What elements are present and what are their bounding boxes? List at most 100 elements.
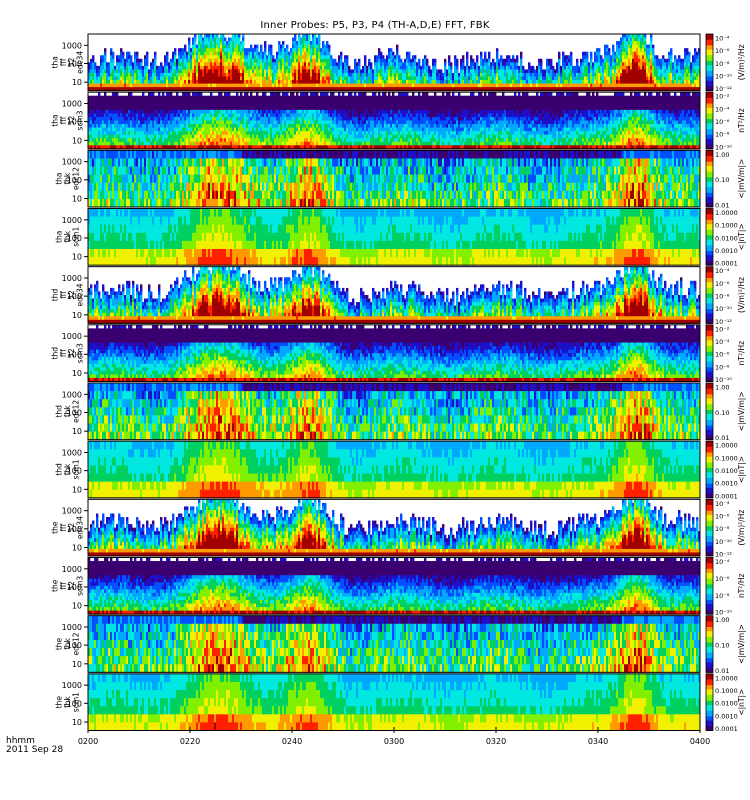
heatmap-cell <box>110 48 112 52</box>
heatmap-cell <box>392 52 394 56</box>
heatmap-cell <box>146 62 148 66</box>
heatmap-cell <box>678 55 680 59</box>
heatmap-cell <box>238 38 240 42</box>
heatmap-cell <box>426 59 428 63</box>
heatmap-cell <box>130 55 132 59</box>
heatmap-cell <box>440 69 442 73</box>
heatmap-cell <box>242 41 244 45</box>
heatmap-cell <box>570 59 572 63</box>
heatmap-cell <box>644 41 646 45</box>
heatmap-cell <box>240 92 242 96</box>
heatmap-cell <box>426 62 428 66</box>
heatmap-cell <box>466 52 468 56</box>
heatmap-cell <box>522 66 524 70</box>
heatmap-cell <box>462 59 464 63</box>
heatmap-cell <box>368 59 370 63</box>
heatmap-cell <box>688 55 690 59</box>
heatmap-cell <box>158 92 160 96</box>
heatmap-cell <box>450 66 452 70</box>
heatmap-cell <box>456 59 458 63</box>
heatmap-cell <box>444 62 446 66</box>
heatmap-cell <box>408 52 410 56</box>
heatmap-cell <box>652 45 654 49</box>
heatmap-cell <box>444 66 446 70</box>
heatmap-cell <box>282 45 284 49</box>
heatmap-cell <box>314 34 316 38</box>
heatmap-cell <box>450 62 452 66</box>
heatmap-cell <box>600 55 602 59</box>
heatmap-cell <box>608 48 610 52</box>
heatmap-cell <box>570 52 572 56</box>
heatmap-cell <box>364 55 366 59</box>
heatmap-cell <box>340 59 342 63</box>
heatmap-cell <box>650 41 652 45</box>
heatmap-cell <box>364 59 366 63</box>
heatmap-cell <box>278 92 280 96</box>
heatmap-cell <box>456 69 458 73</box>
heatmap-cell <box>516 59 518 63</box>
heatmap-cell <box>238 34 240 38</box>
heatmap-cell <box>104 55 106 59</box>
heatmap-cell <box>586 55 588 59</box>
heatmap-cell <box>188 41 190 45</box>
heatmap-cell <box>576 59 578 63</box>
heatmap-cell <box>476 59 478 63</box>
heatmap-cell <box>216 34 218 38</box>
heatmap-cell <box>688 59 690 63</box>
heatmap-cell <box>650 38 652 42</box>
heatmap-cell <box>380 52 382 56</box>
heatmap-cell <box>466 59 468 63</box>
heatmap-cell <box>418 59 420 63</box>
heatmap-cell <box>330 55 332 59</box>
heatmap-cell <box>246 92 248 96</box>
heatmap-cell <box>570 62 572 66</box>
colorbar-label: (V/m)²/Hz <box>737 44 746 80</box>
heatmap-cell <box>104 59 106 63</box>
heatmap-cell <box>166 52 168 56</box>
heatmap-cell <box>688 52 690 56</box>
heatmap-cell <box>286 48 288 52</box>
heatmap-cell <box>484 55 486 59</box>
heatmap-cell <box>488 52 490 56</box>
heatmap-cell <box>334 59 336 63</box>
heatmap-cell <box>612 48 614 52</box>
heatmap-cell <box>662 55 664 59</box>
colorbar-tick-label: 10⁻¹⁰ <box>715 73 732 81</box>
heatmap-cell <box>358 59 360 63</box>
heatmap-cell <box>188 92 190 96</box>
heatmap-cell <box>296 92 298 96</box>
heatmap-cell <box>378 48 380 52</box>
heatmap-cell <box>694 48 696 52</box>
heatmap-cell <box>576 62 578 66</box>
heatmap-cell <box>414 59 416 63</box>
heatmap-cell <box>264 52 266 56</box>
heatmap-cell <box>652 52 654 56</box>
heatmap-cell <box>264 48 266 52</box>
heatmap-cell <box>396 45 398 49</box>
heatmap-cell <box>142 92 144 96</box>
heatmap-cell <box>328 52 330 56</box>
heatmap-cell <box>270 48 272 52</box>
heatmap-cell <box>398 55 400 59</box>
heatmap-cell <box>200 92 202 96</box>
heatmap-cell <box>370 66 372 70</box>
heatmap-cell <box>558 59 560 63</box>
heatmap-cell <box>586 59 588 63</box>
heatmap-cell <box>184 45 186 49</box>
heatmap-cell <box>346 59 348 63</box>
heatmap-cell <box>146 66 148 70</box>
y-tick-label: 1000 <box>62 41 82 50</box>
heatmap-cell <box>520 55 522 59</box>
heatmap-cell <box>174 48 176 52</box>
y-tick-label: 100 <box>67 59 82 68</box>
heatmap-cell <box>674 55 676 59</box>
heatmap-cell <box>450 69 452 73</box>
heatmap-cell <box>130 92 132 96</box>
heatmap-cell <box>256 45 258 49</box>
heatmap-cell <box>120 48 122 52</box>
heatmap-cell <box>354 59 356 63</box>
heatmap-cell <box>434 62 436 66</box>
heatmap-cell <box>92 55 94 59</box>
heatmap-cell <box>272 55 274 59</box>
